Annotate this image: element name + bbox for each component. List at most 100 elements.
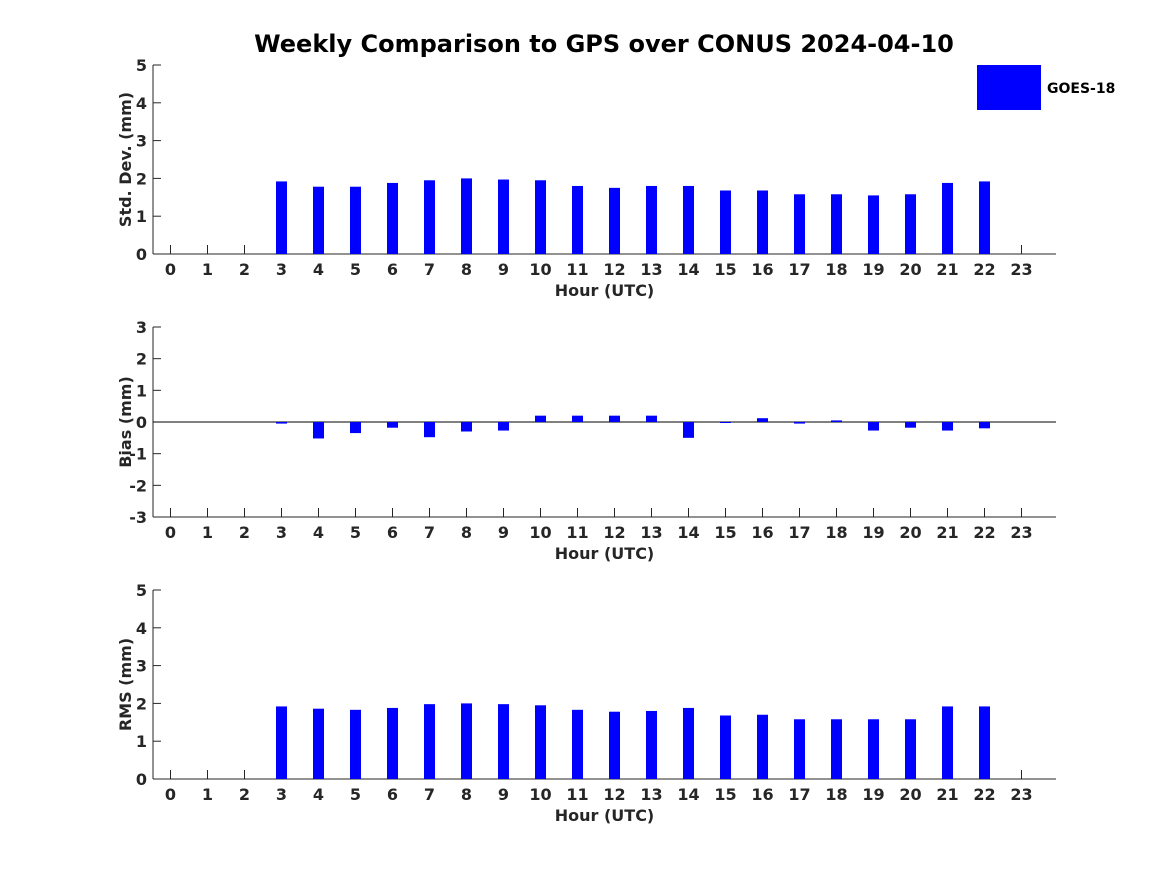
std-ytick-label: 1: [136, 207, 147, 226]
legend: GOES-18: [977, 65, 1115, 110]
bias-xtick-label: 19: [862, 523, 884, 542]
std-ytick-label: 5: [136, 56, 147, 75]
rms-ytick-label: 0: [136, 770, 147, 789]
bias-xtick-label: 22: [973, 523, 995, 542]
bias-bar-hour-19: [868, 422, 879, 431]
bias-ytick-label: -2: [129, 476, 147, 495]
rms-xtick-label: 0: [165, 785, 176, 804]
bias-ytick-label: 3: [136, 318, 147, 337]
bias-xtick-label: 20: [899, 523, 921, 542]
bias-xtick-label: 8: [461, 523, 472, 542]
bias-xtick-label: 15: [714, 523, 736, 542]
rms-xtick-label: 22: [973, 785, 995, 804]
rms-bar-hour-5: [350, 709, 361, 779]
std-ytick-label: 3: [136, 132, 147, 151]
std-xtick-label: 8: [461, 260, 472, 279]
rms-y-label: RMS (mm): [116, 638, 135, 731]
bias-bar-hour-16: [757, 418, 768, 422]
rms-xtick-label: 21: [936, 785, 958, 804]
legend-label: GOES-18: [1047, 81, 1115, 97]
std-bar-hour-20: [905, 194, 916, 254]
std-xtick-label: 12: [603, 260, 625, 279]
std-y-label: Std. Dev. (mm): [116, 92, 135, 227]
bias-y-label: Bias (mm): [116, 376, 135, 468]
rms-xtick-label: 1: [202, 785, 213, 804]
rms-xtick-label: 20: [899, 785, 921, 804]
bias-xtick-label: 17: [788, 523, 810, 542]
bias-bar-hour-22: [979, 422, 990, 429]
std-xtick-label: 22: [973, 260, 995, 279]
std-ytick-label: 2: [136, 169, 147, 188]
bias-bar-hour-21: [942, 422, 953, 431]
std-xtick-label: 9: [498, 260, 509, 279]
rms-bar-hour-14: [683, 707, 694, 779]
rms-xtick-label: 11: [566, 785, 588, 804]
std-bar-hour-9: [498, 179, 509, 254]
bias-xtick-label: 9: [498, 523, 509, 542]
std-x-label: Hour (UTC): [555, 281, 655, 300]
bias-bar-hour-4: [313, 422, 324, 439]
bias-bar-hour-8: [461, 422, 472, 432]
std-xtick-label: 0: [165, 260, 176, 279]
std-bar-hour-17: [794, 194, 805, 254]
bias-xtick-label: 18: [825, 523, 847, 542]
rms-xtick-label: 7: [424, 785, 435, 804]
rms-bar-hour-17: [794, 719, 805, 779]
rms-xtick-label: 12: [603, 785, 625, 804]
bias-xtick-label: 4: [313, 523, 324, 542]
std-bar-hour-18: [831, 194, 842, 254]
bias-x-label: Hour (UTC): [555, 544, 655, 563]
std-xtick-label: 14: [677, 260, 699, 279]
std-xtick-label: 11: [566, 260, 588, 279]
rms-bar-hour-16: [757, 714, 768, 779]
rms-bar-hour-12: [609, 711, 620, 779]
bias-xtick-label: 10: [529, 523, 551, 542]
std-bar-hour-7: [424, 180, 435, 254]
std-xtick-label: 5: [350, 260, 361, 279]
std-bar-hour-4: [313, 186, 324, 254]
chart-title: Weekly Comparison to GPS over CONUS 2024…: [254, 30, 954, 58]
std-bar-hour-11: [572, 185, 583, 254]
rms-xtick-label: 3: [276, 785, 287, 804]
bias-xtick-label: 21: [936, 523, 958, 542]
rms-xtick-label: 23: [1010, 785, 1032, 804]
rms-xtick-label: 6: [387, 785, 398, 804]
std-xtick-label: 20: [899, 260, 921, 279]
rms-xtick-label: 8: [461, 785, 472, 804]
std-xtick-label: 10: [529, 260, 551, 279]
rms-bar-hour-22: [979, 706, 990, 779]
bias-bar-hour-18: [831, 420, 842, 422]
rms-x-label: Hour (UTC): [555, 806, 655, 825]
std-xtick-label: 6: [387, 260, 398, 279]
bias-xtick-label: 12: [603, 523, 625, 542]
rms-xtick-label: 13: [640, 785, 662, 804]
bias-bar-hour-11: [572, 415, 583, 422]
bias-xtick-label: 1: [202, 523, 213, 542]
bias-bar-hour-12: [609, 415, 620, 422]
bias-bar-hour-10: [535, 415, 546, 422]
bias-ytick-label: -3: [129, 508, 147, 527]
rms-bar-hour-8: [461, 703, 472, 779]
std-bar-hour-21: [942, 182, 953, 254]
std-xtick-label: 7: [424, 260, 435, 279]
rms-ytick-label: 5: [136, 581, 147, 600]
std-xtick-label: 1: [202, 260, 213, 279]
rms-bar-hour-15: [720, 715, 731, 779]
rms-xtick-label: 9: [498, 785, 509, 804]
rms-xtick-label: 15: [714, 785, 736, 804]
std-xtick-label: 16: [751, 260, 773, 279]
std-xtick-label: 13: [640, 260, 662, 279]
std-bar-hour-5: [350, 186, 361, 254]
rms-xtick-label: 18: [825, 785, 847, 804]
bias-bar-hour-20: [905, 422, 916, 428]
rms-ytick-label: 3: [136, 657, 147, 676]
std-bar-hour-3: [276, 181, 287, 254]
rms-xtick-label: 17: [788, 785, 810, 804]
rms-ytick-label: 2: [136, 694, 147, 713]
rms-bar-hour-10: [535, 705, 546, 779]
std-xtick-label: 2: [239, 260, 250, 279]
